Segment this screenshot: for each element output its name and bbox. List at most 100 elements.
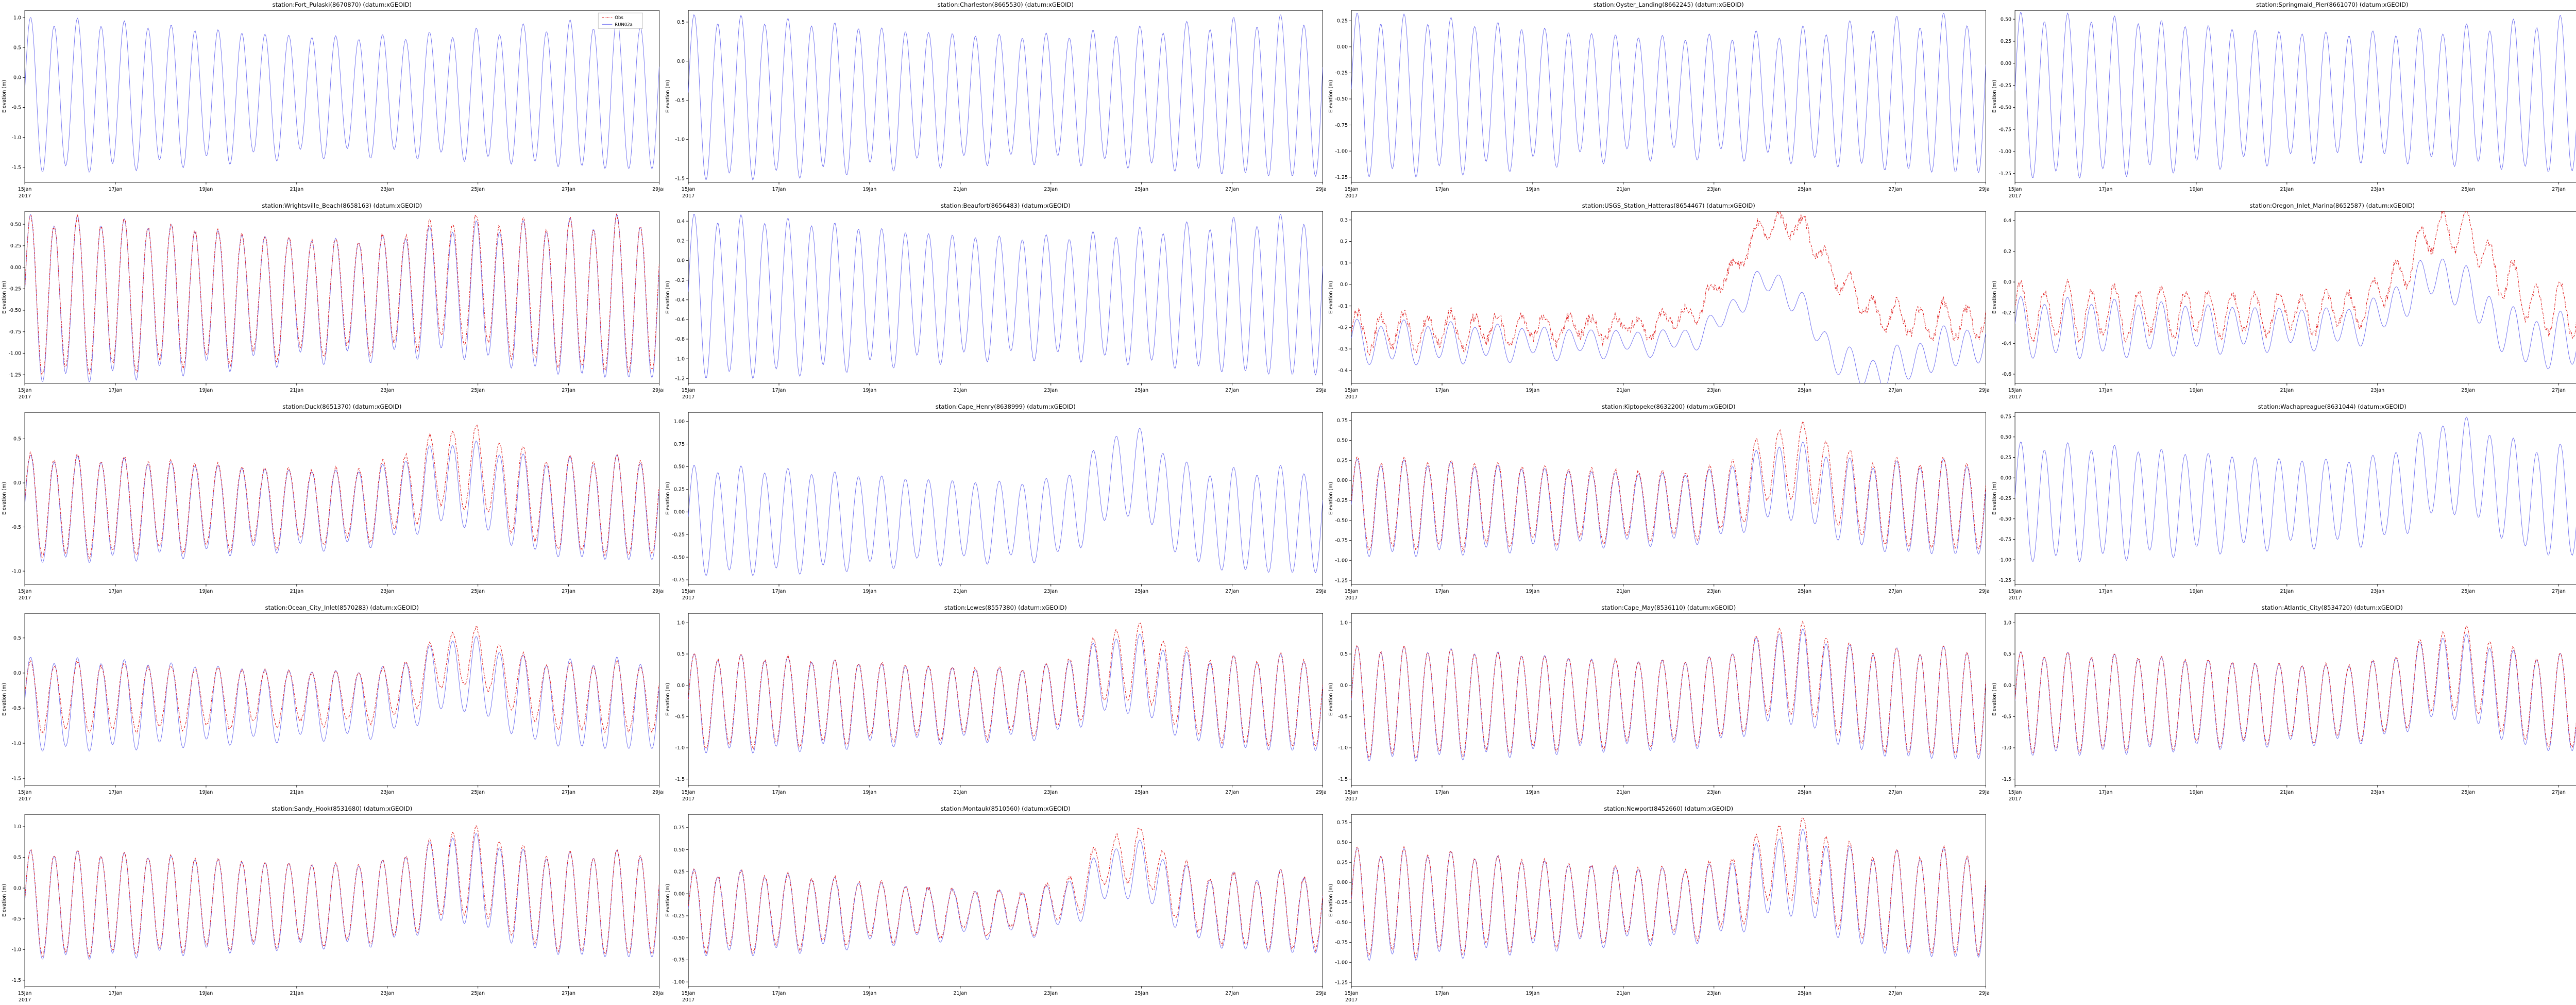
x-tick-label: 15Jan [1345, 790, 1359, 795]
x-tick-label: 27Jan [562, 991, 575, 996]
x-tick-label: 15Jan [18, 589, 32, 594]
subplot-Cape_Henry: station:Cape_Henry(8638999) (datum:xGEOI… [664, 402, 1327, 603]
x-tick-label: 17Jan [109, 991, 123, 996]
x-tick-label: 15Jan [681, 187, 695, 192]
x-tick-label: 23Jan [380, 187, 394, 192]
obs-line [688, 623, 1323, 750]
obs-line [1351, 211, 1986, 356]
y-tick-label: 0.4 [2003, 218, 2011, 224]
x-tick-label: 25Jan [471, 388, 485, 393]
y-tick-label: -0.2 [1338, 325, 1348, 331]
y-tick-label: 0.00 [1337, 478, 1348, 483]
x-tick-label: 29Jan [652, 790, 663, 795]
x-tick-label: 25Jan [1798, 991, 1811, 996]
y-tick-label: 0.25 [1337, 458, 1348, 463]
y-tick-label: 0.2 [1340, 239, 1348, 245]
x-tick-label: 17Jan [1435, 790, 1449, 795]
plot-frame [1351, 10, 1986, 183]
y-tick-label: -0.75 [1998, 537, 2011, 543]
y-tick-label: -0.50 [1335, 518, 1348, 524]
x-year-label: 2017 [2009, 394, 2021, 400]
y-tick-label: -0.50 [1335, 96, 1348, 102]
x-tick-label: 29Jan [652, 991, 663, 996]
x-tick-label: 21Jan [953, 991, 967, 996]
chart-title: station:USGS_Station_Hatteras(8654467) (… [1582, 202, 1755, 209]
x-tick-label: 23Jan [1707, 790, 1721, 795]
chart-title: station:Kiptopeke(8632200) (datum:xGEOID… [1602, 403, 1735, 410]
x-year-label: 2017 [682, 394, 694, 400]
x-tick-label: 29Jan [1979, 187, 1990, 192]
model-line [25, 833, 659, 960]
y-tick-label: 0.75 [1337, 418, 1348, 424]
plot-frame [24, 613, 659, 786]
x-year-label: 2017 [2009, 595, 2021, 601]
chart-title: station:Oyster_Landing(8662245) (datum:x… [1594, 1, 1744, 8]
y-tick-label: 1.0 [1340, 621, 1348, 626]
subplot-Atlantic_City: station:Atlantic_City(8534720) (datum:xG… [1990, 603, 2576, 804]
x-tick-label: 15Jan [18, 991, 32, 996]
x-tick-label: 29Jan [1316, 790, 1327, 795]
chart-svg: station:Charleston(8665530) (datum:xGEOI… [665, 1, 1327, 199]
y-tick-label: -1.5 [12, 978, 22, 983]
chart-title: station:Charleston(8665530) (datum:xGEOI… [937, 1, 1073, 8]
model-line [688, 14, 1323, 180]
chart-svg: station:Cape_May(8536110) (datum:xGEOID)… [1328, 604, 1990, 802]
y-tick-label: 0.00 [10, 265, 21, 271]
y-tick-label: -1.5 [675, 176, 685, 181]
y-tick-label: -0.5 [1338, 714, 1348, 720]
y-tick-label: 0.00 [2000, 61, 2011, 66]
y-tick-label: -0.75 [1998, 127, 2011, 132]
x-tick-label: 25Jan [2461, 187, 2475, 192]
x-tick-label: 29Jan [1316, 589, 1327, 594]
y-tick-label: -1.0 [675, 137, 685, 143]
model-line [2014, 12, 2576, 179]
y-tick-label: -1.00 [1998, 557, 2011, 563]
x-tick-label: 23Jan [1044, 187, 1058, 192]
x-tick-label: 17Jan [772, 991, 786, 996]
x-tick-label: 25Jan [471, 991, 485, 996]
x-tick-label: 25Jan [471, 589, 485, 594]
x-tick-label: 27Jan [562, 388, 575, 393]
y-tick-label: 0.0 [676, 258, 684, 264]
y-tick-label: -1.0 [2002, 745, 2011, 751]
x-tick-label: 29Jan [1316, 991, 1327, 996]
x-tick-label: 27Jan [2552, 388, 2566, 393]
x-tick-label: 17Jan [109, 589, 123, 594]
model-line [688, 840, 1323, 956]
y-tick-label: 1.0 [676, 621, 684, 626]
plot-frame [688, 10, 1323, 183]
x-tick-label: 15Jan [681, 790, 695, 795]
x-tick-label: 19Jan [2189, 388, 2203, 393]
obs-line [688, 828, 1323, 956]
y-axis-label: Elevation (m) [1328, 482, 1334, 515]
subplot-Charleston: station:Charleston(8665530) (datum:xGEOI… [664, 0, 1327, 201]
x-year-label: 2017 [1345, 997, 1358, 1003]
x-tick-label: 17Jan [1435, 589, 1449, 594]
y-tick-label: 0.50 [2000, 434, 2011, 440]
obs-line [25, 824, 659, 958]
chart-title: station:Oregon_Inlet_Marina(8652587) (da… [2249, 202, 2415, 209]
y-tick-label: -0.5 [2002, 714, 2011, 720]
model-line [2014, 633, 2576, 756]
subplot-Kiptopeke: station:Kiptopeke(8632200) (datum:xGEOID… [1327, 402, 1990, 603]
x-tick-label: 21Jan [953, 790, 967, 795]
y-tick-label: -1.25 [1335, 980, 1348, 985]
x-tick-label: 23Jan [1044, 388, 1058, 393]
subplot-Newport: station:Newport(8452660) (datum:xGEOID) E… [1327, 804, 1990, 1005]
x-year-label: 2017 [2009, 796, 2021, 802]
x-tick-label: 15Jan [1345, 187, 1359, 192]
y-axis-label: Elevation (m) [1328, 80, 1334, 113]
y-tick-label: 0.50 [1337, 840, 1348, 846]
x-tick-label: 23Jan [380, 589, 394, 594]
model-line [1351, 441, 1986, 557]
y-tick-label: -0.6 [675, 317, 685, 323]
subplot-Fort_Pulaski: station:Fort_Pulaski(8670870) (datum:xGE… [0, 0, 663, 201]
x-tick-label: 23Jan [2370, 388, 2384, 393]
x-year-label: 2017 [19, 997, 31, 1003]
x-year-label: 2017 [19, 796, 31, 802]
subplot-Lewes: station:Lewes(8557380) (datum:xGEOID) Ele… [664, 603, 1327, 804]
y-tick-label: -1.00 [1998, 149, 2011, 155]
x-tick-label: 21Jan [1616, 589, 1630, 594]
model-line [25, 17, 659, 173]
y-tick-label: -0.50 [672, 555, 685, 560]
